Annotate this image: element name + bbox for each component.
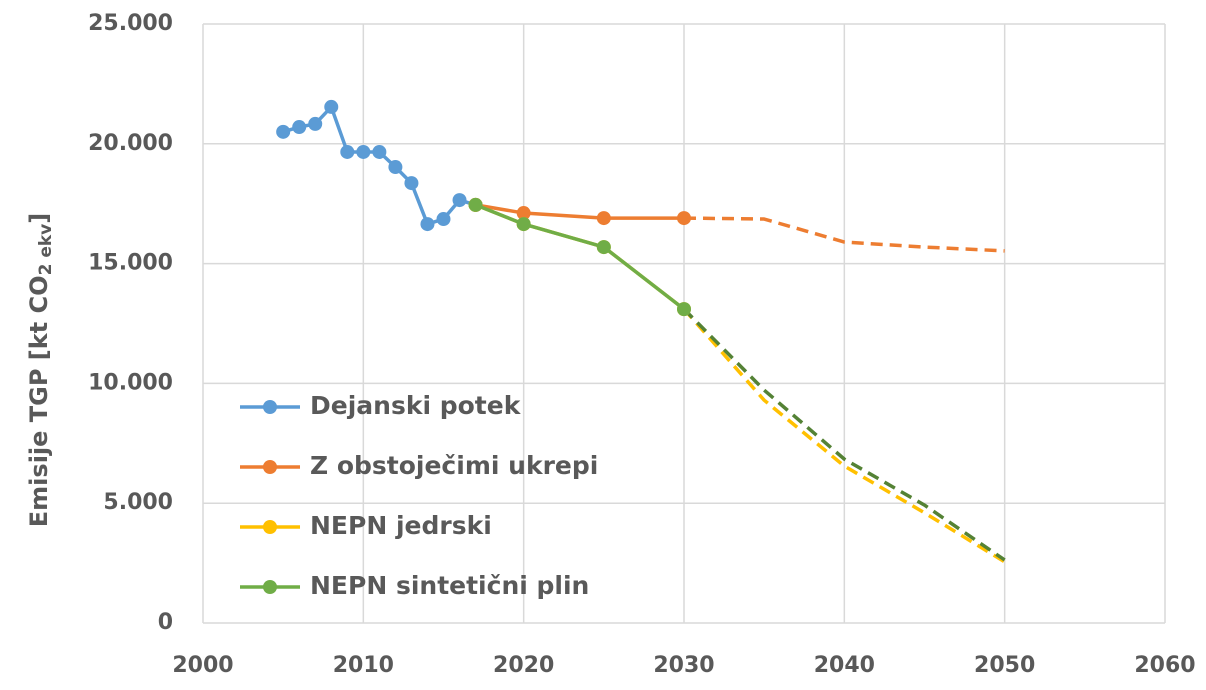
- legend-label: NEPN sintetični plin: [310, 571, 589, 600]
- series-line: [474, 203, 686, 311]
- marker: [596, 240, 611, 255]
- marker: [372, 144, 387, 159]
- legend-label: Dejanski potek: [310, 391, 522, 420]
- marker: [356, 144, 371, 159]
- marker: [308, 116, 323, 131]
- marker: [276, 124, 291, 139]
- marker: [516, 206, 531, 221]
- series-line: [474, 203, 686, 311]
- legend-label: Z obstoječimi ukrepi: [310, 451, 598, 480]
- y-tick-label: 0: [158, 610, 173, 635]
- x-tick-label: 2020: [493, 653, 554, 678]
- marker: [436, 212, 451, 227]
- legend-marker: [263, 400, 277, 414]
- projection-line: [682, 307, 1006, 564]
- marker: [677, 211, 691, 226]
- y-axis-label: Emisije TGP [kt CO2 ekv]: [25, 213, 56, 527]
- x-tick-label: 2010: [333, 653, 394, 678]
- x-tick-label: 2040: [814, 653, 875, 678]
- projection-line: [682, 307, 1006, 562]
- marker: [516, 217, 531, 232]
- series-line: [475, 203, 684, 220]
- y-tick-label: 20.000: [88, 131, 173, 156]
- marker: [468, 197, 483, 212]
- x-tick-label: 2060: [1134, 653, 1195, 678]
- marker: [292, 120, 307, 135]
- marker: [452, 193, 467, 208]
- marker: [340, 144, 355, 159]
- legend-marker: [263, 580, 277, 594]
- marker: [420, 217, 435, 232]
- projection-line: [683, 216, 1005, 253]
- legend-marker: [263, 460, 277, 474]
- marker: [596, 211, 611, 226]
- y-tick-label: 15.000: [88, 251, 173, 276]
- marker: [324, 99, 339, 114]
- x-tick-label: 2000: [172, 653, 233, 678]
- x-tick-label: 2030: [653, 653, 714, 678]
- y-tick-label: 25.000: [88, 11, 173, 36]
- marker: [404, 176, 419, 191]
- y-label-sub: 2 ekv: [36, 224, 56, 276]
- x-tick-label: 2050: [974, 653, 1035, 678]
- legend-marker: [263, 520, 277, 534]
- legend-label: NEPN jedrski: [310, 511, 492, 540]
- marker: [388, 160, 403, 175]
- y-label-main: Emisije TGP [kt CO: [25, 275, 53, 527]
- y-tick-label: 5.000: [103, 490, 173, 515]
- y-label-end: ]: [25, 213, 53, 224]
- y-tick-label: 10.000: [88, 370, 173, 395]
- marker: [677, 302, 691, 317]
